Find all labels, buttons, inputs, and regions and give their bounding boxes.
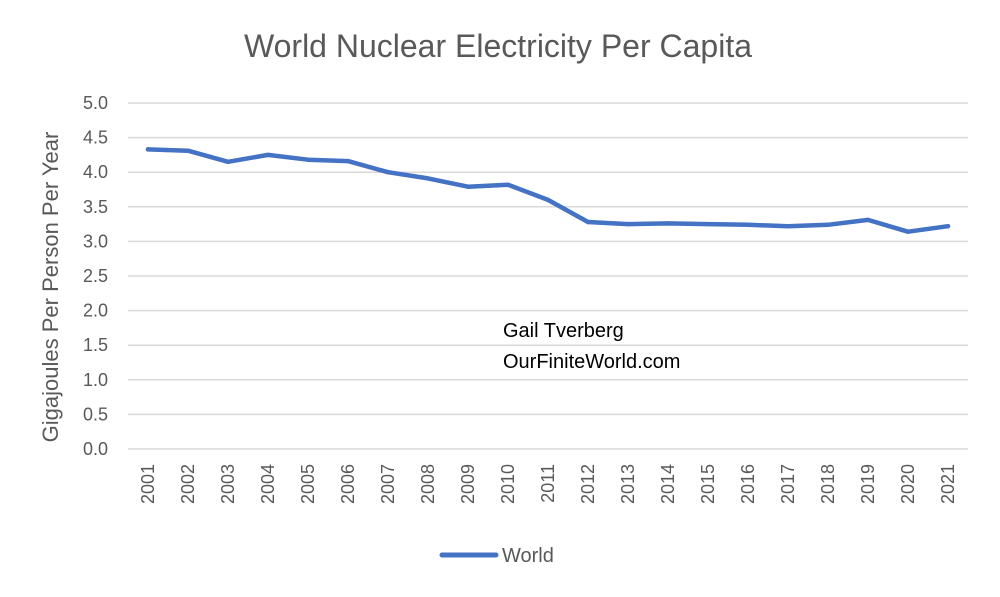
- y-tick-label: 5.0: [83, 93, 108, 113]
- x-tick-label: 2011: [538, 464, 558, 503]
- data-point: [425, 176, 431, 181]
- x-tick-label: 2015: [698, 464, 718, 504]
- y-tick-label: 1.5: [83, 335, 108, 355]
- y-tick-label: 4.0: [83, 162, 108, 182]
- x-tick-label: 2009: [458, 464, 478, 504]
- x-tick-label: 2020: [898, 464, 918, 504]
- chart-title: World Nuclear Electricity Per Capita: [244, 28, 752, 64]
- x-axis-ticks: 2001 2002 2003 2004 2005 2006 2007 2008 2009 2010…: [138, 464, 958, 504]
- data-point: [505, 182, 511, 187]
- data-point: [305, 157, 311, 162]
- data-point: [945, 223, 951, 229]
- x-tick-label: 2002: [178, 464, 198, 504]
- x-tick-label: 2005: [298, 464, 318, 504]
- y-tick-label: 2.5: [83, 266, 108, 286]
- x-tick-label: 2006: [338, 464, 358, 504]
- x-tick-label: 2007: [378, 464, 398, 504]
- data-point: [545, 197, 551, 203]
- x-tick-label: 2004: [258, 464, 278, 504]
- data-point: [345, 158, 351, 164]
- y-axis-ticks: 0.0 0.5 1.0 1.5 2.0 2.5 3.0 3.5 4.0 4.5 5.0: [83, 93, 108, 459]
- data-point: [145, 147, 151, 152]
- data-point: [625, 221, 631, 227]
- data-point: [665, 221, 671, 226]
- x-tick-label: 2017: [778, 464, 798, 504]
- y-tick-label: 1.0: [83, 370, 108, 390]
- y-tick-label: 0.0: [83, 439, 108, 459]
- y-tick-label: 0.5: [83, 404, 108, 424]
- series-line-world: [145, 147, 951, 234]
- data-point: [905, 229, 911, 234]
- x-tick-label: 2003: [218, 464, 238, 504]
- y-tick-label: 4.5: [83, 128, 108, 148]
- x-tick-label: 2019: [858, 464, 878, 504]
- y-tick-label: 2.0: [83, 301, 108, 321]
- data-point: [705, 221, 711, 227]
- data-point: [745, 222, 751, 227]
- data-point: [785, 223, 791, 229]
- y-axis-label: Gigajoules Per Person Per Year: [38, 132, 63, 443]
- x-tick-label: 2018: [818, 464, 838, 504]
- data-point: [225, 159, 231, 165]
- legend-label-world: World: [502, 545, 554, 567]
- data-point: [825, 222, 831, 227]
- x-tick-label: 2014: [658, 464, 678, 504]
- data-point: [585, 219, 591, 225]
- author-annotation: Gail Tverberg: [503, 320, 624, 342]
- gridlines: [128, 102, 968, 450]
- x-tick-label: 2010: [498, 464, 518, 504]
- data-point: [385, 170, 391, 175]
- data-point: [265, 152, 271, 158]
- x-tick-label: 2016: [738, 464, 758, 504]
- website-annotation: OurFiniteWorld.com: [503, 351, 680, 373]
- x-tick-label: 2013: [618, 464, 638, 504]
- data-point: [865, 217, 871, 223]
- y-tick-label: 3.0: [83, 231, 108, 251]
- data-point: [185, 148, 191, 153]
- series-layer: [145, 147, 951, 234]
- x-tick-label: 2021: [938, 464, 958, 504]
- x-tick-label: 2012: [578, 464, 598, 504]
- data-point: [465, 184, 471, 189]
- x-tick-label: 2008: [418, 464, 438, 504]
- y-tick-label: 3.5: [83, 197, 108, 217]
- x-tick-label: 2001: [138, 464, 158, 504]
- legend: World: [439, 545, 554, 567]
